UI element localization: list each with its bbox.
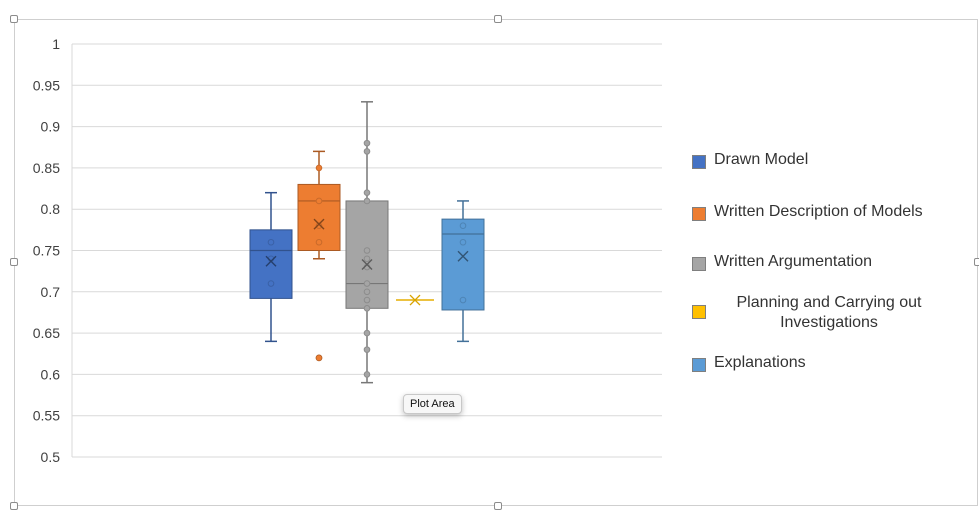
data-point: [459, 296, 467, 304]
y-tick-label: 0.55: [33, 408, 60, 424]
legend-swatch-written-description: [692, 207, 706, 221]
box-iqr[interactable]: [441, 218, 485, 311]
mean-marker: [265, 255, 277, 267]
data-point: [363, 305, 371, 312]
mean-marker: [409, 294, 421, 306]
box-series-written-argumentation[interactable]: [345, 101, 389, 384]
data-point: [363, 296, 371, 304]
data-point: [363, 189, 371, 196]
mean-marker: [361, 259, 373, 271]
y-tick-label: 0.95: [33, 77, 60, 93]
resize-handle-middle-left[interactable]: [10, 258, 18, 266]
data-point: [315, 238, 323, 246]
data-point: [363, 346, 371, 353]
legend-label: Explanations: [714, 354, 806, 371]
legend-item-drawn-model[interactable]: Drawn Model: [692, 150, 964, 170]
data-point: [267, 280, 275, 287]
legend-item-explanations[interactable]: Explanations: [692, 353, 964, 373]
data-point: [315, 222, 323, 230]
data-point: [363, 148, 371, 155]
y-tick-label: 0.7: [41, 284, 61, 300]
legend-item-planning-and-carrying-out-investigations[interactable]: Planning and Carrying out Investigations: [692, 293, 944, 333]
mean-marker: [457, 250, 469, 262]
y-tick-label: 0.65: [33, 325, 60, 341]
data-point: [363, 288, 371, 296]
data-point: [363, 255, 371, 263]
legend-swatch-written-argumentation: [692, 257, 706, 271]
box-series-written-description-of-models[interactable]: [297, 150, 341, 362]
legend-label: Written Description of Models: [714, 203, 923, 220]
legend-swatch-planning: [692, 305, 706, 319]
box-series-drawn-model[interactable]: [249, 191, 293, 343]
legend-swatch-drawn-model: [692, 155, 706, 169]
data-point: [363, 247, 371, 254]
data-point: [363, 139, 371, 147]
data-point: [363, 371, 371, 378]
legend-item-written-description-of-models[interactable]: Written Description of Models: [692, 202, 964, 222]
plot-area-tooltip: Plot Area: [403, 394, 462, 414]
y-tick-label: 0.75: [33, 243, 60, 259]
data-point: [315, 164, 323, 172]
data-point: [267, 238, 275, 246]
data-point: [363, 280, 371, 287]
legend-label: Drawn Model: [714, 151, 809, 168]
box-series-planning-and-carrying-out-investigations[interactable]: [396, 294, 434, 306]
data-point: [315, 197, 323, 205]
y-tick-label: 0.5: [41, 449, 61, 465]
box-series-group[interactable]: [249, 101, 485, 384]
mean-marker: [313, 218, 325, 230]
resize-handle-middle-right[interactable]: [974, 258, 979, 266]
data-point: [459, 238, 467, 246]
legend-label: Planning and Carrying out Investigations: [736, 294, 922, 331]
y-tick-label: 0.85: [33, 160, 60, 176]
data-point: [363, 329, 371, 337]
y-axis-tick-labels: 1 0.95 0.9 0.85 0.8 0.75 0.7 0.65 0.6 0.55 0.5: [33, 36, 60, 465]
y-tick-label: 0.9: [41, 119, 61, 135]
y-tick-label: 0.8: [41, 201, 61, 217]
box-series-explanations[interactable]: [441, 200, 485, 343]
data-point: [459, 222, 467, 230]
legend-item-written-argumentation[interactable]: Written Argumentation: [692, 252, 964, 272]
resize-handle-top-left[interactable]: [10, 15, 18, 23]
y-tick-label: 0.6: [41, 366, 61, 382]
data-point: [363, 197, 371, 205]
legend-label: Written Argumentation: [714, 253, 873, 270]
outlier-point: [315, 354, 323, 362]
resize-handle-top-center[interactable]: [494, 15, 502, 23]
legend-swatch-explanations: [692, 358, 706, 372]
y-tick-label: 1: [52, 36, 60, 52]
